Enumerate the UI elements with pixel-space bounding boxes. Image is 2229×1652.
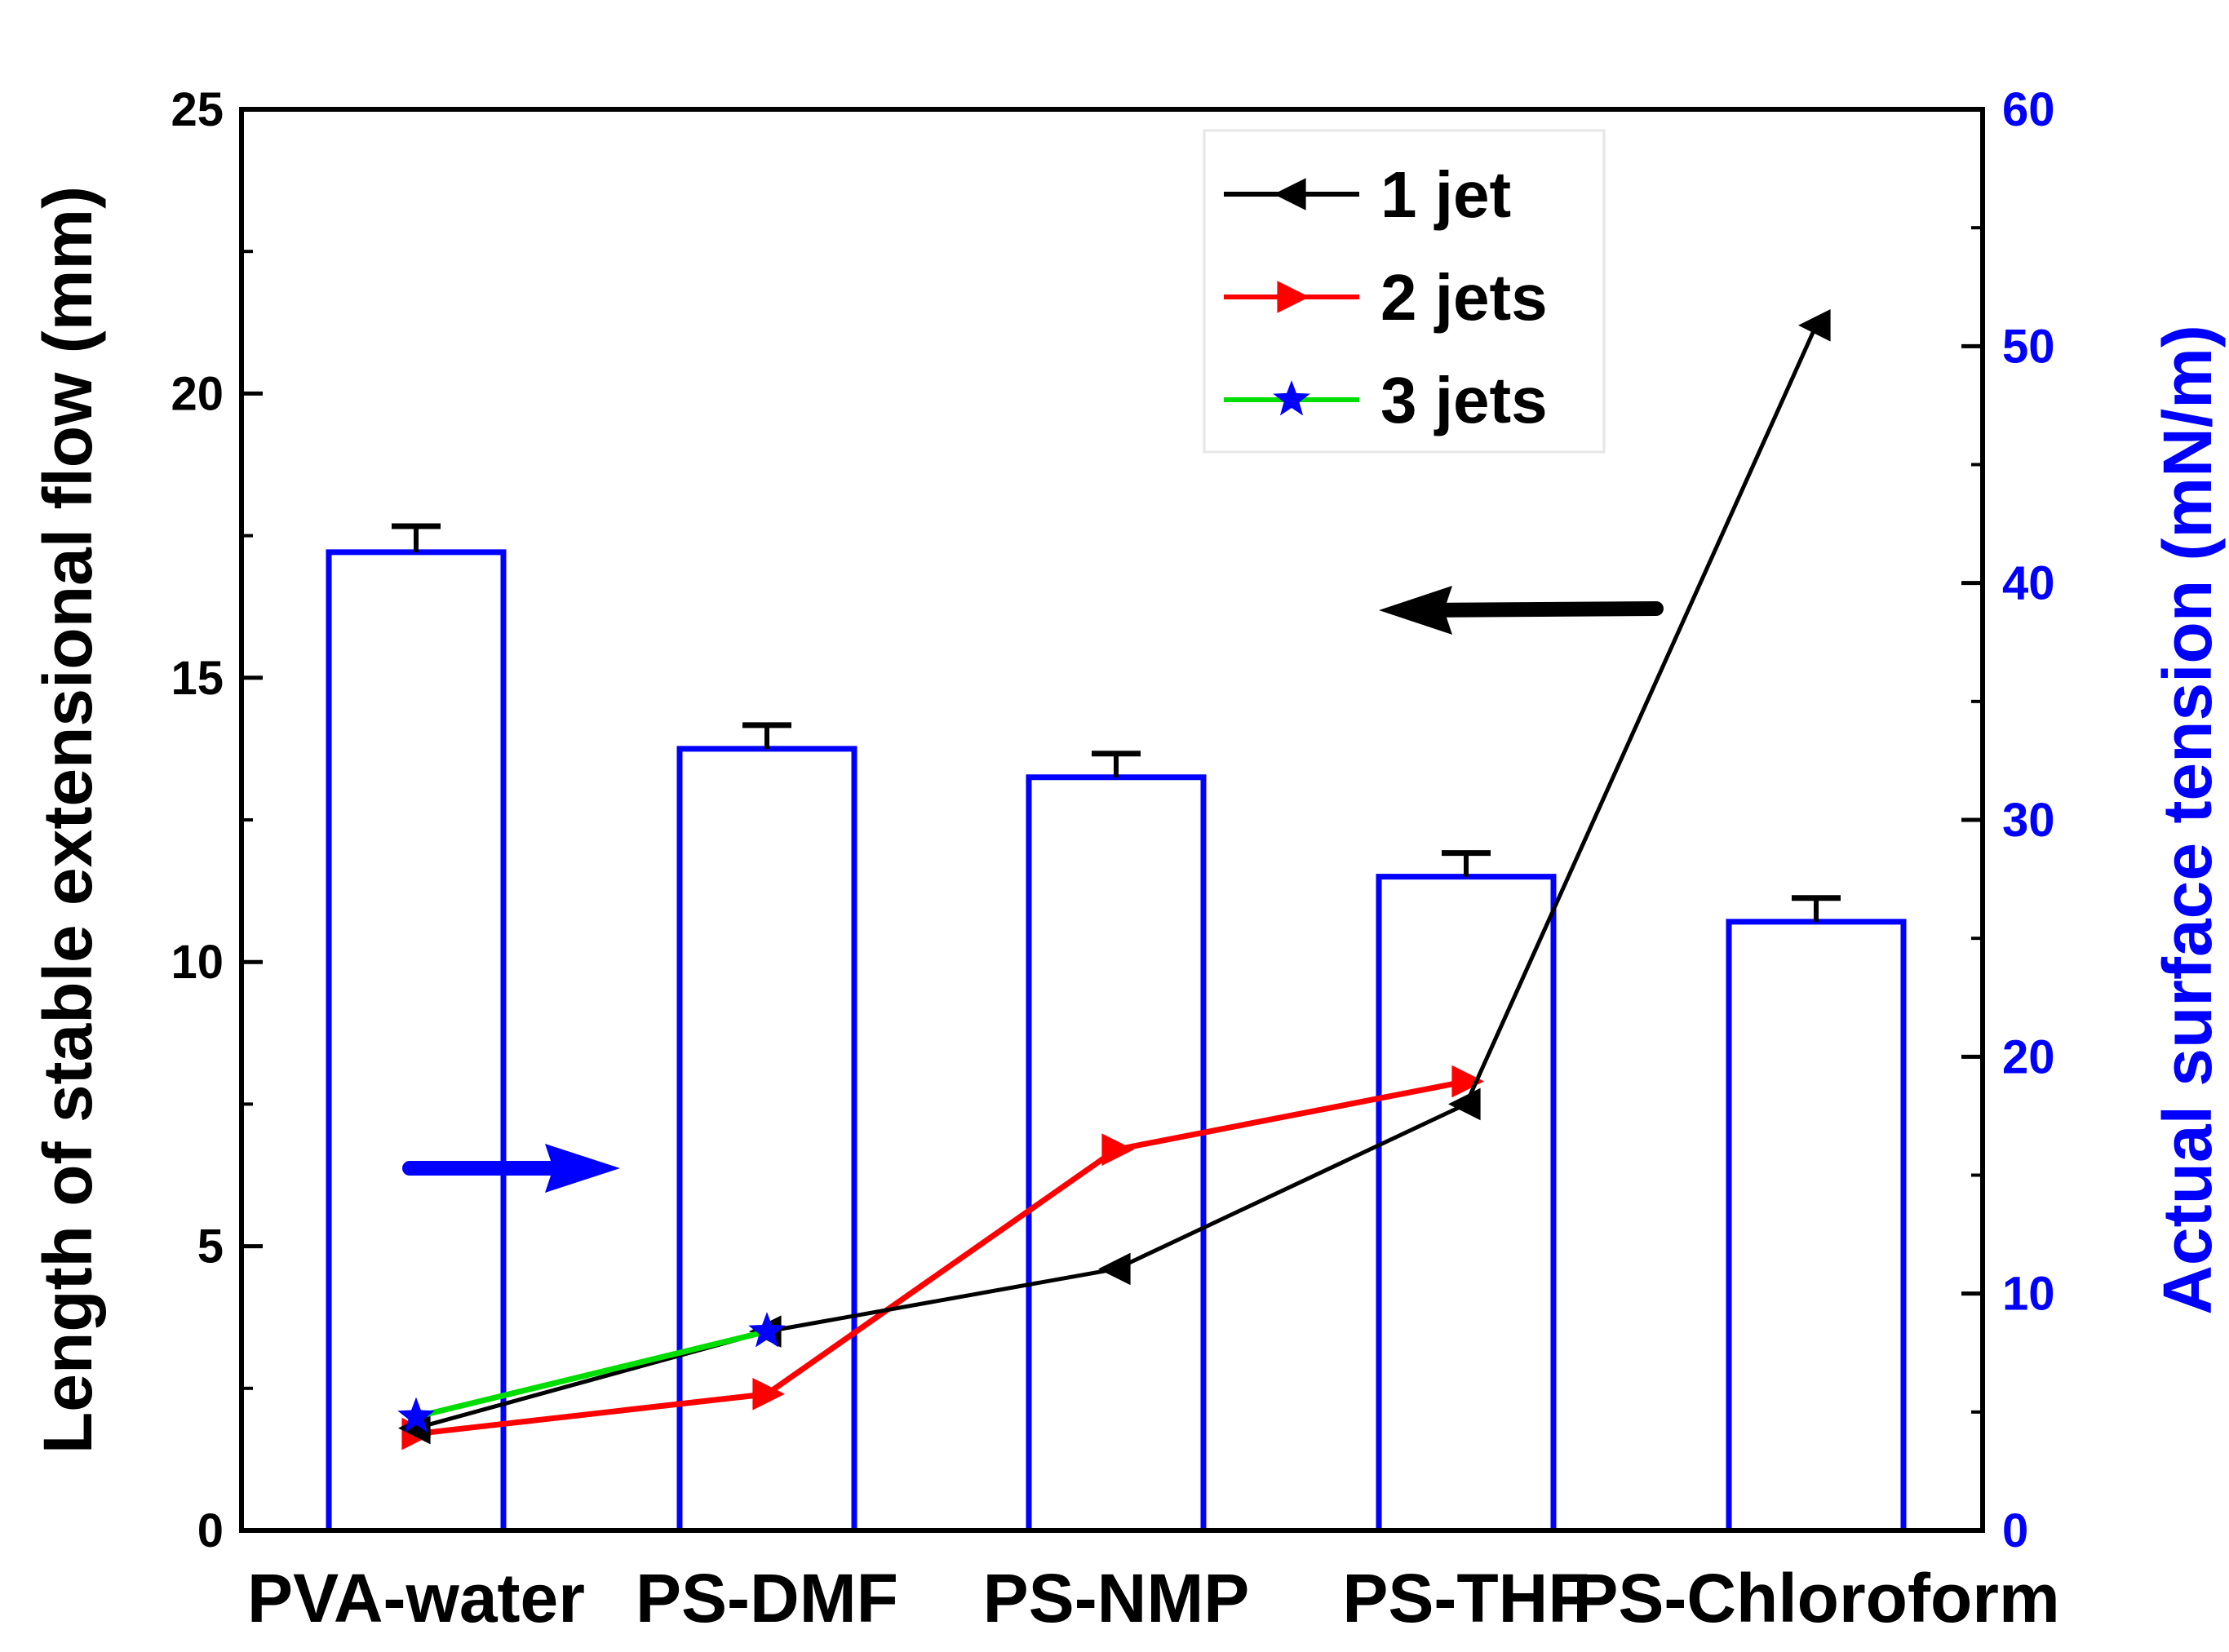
right-axis: 0 10 20 30 40 50 60	[1961, 83, 2055, 1557]
series-line-2-jets	[415, 1078, 1467, 1437]
bars-layer	[326, 523, 1907, 1530]
right-tick-label: 60	[2002, 83, 2055, 136]
left-tick-label: 10	[171, 936, 224, 989]
legend-label-2-jets: 2 jets	[1380, 261, 1548, 334]
left-axis: 0 5 10 15 20 25	[171, 83, 263, 1557]
legend-label-3-jets: 3 jets	[1380, 364, 1548, 436]
left-tick-label: 0	[197, 1504, 224, 1557]
category-label-PVA-water: PVA-water	[247, 1560, 585, 1636]
category-label-PS-NMP: PS-NMP	[983, 1560, 1250, 1636]
series-layer	[397, 308, 1831, 1450]
marker-2-jets-2	[1101, 1133, 1134, 1166]
right-tick-label: 40	[2002, 557, 2055, 610]
right-tick-label: 30	[2002, 794, 2055, 847]
right-axis-title: Actual surface tension (mN/m)	[2149, 325, 2226, 1315]
series-line-3-jets	[415, 1328, 768, 1420]
marker-1-jet-3	[1448, 1087, 1481, 1121]
right-tick-label: 20	[2002, 1030, 2055, 1083]
bar-PS-THF	[1376, 874, 1557, 1530]
right-tick-label: 0	[2002, 1504, 2028, 1557]
category-label-PS-THF: PS-THF	[1342, 1560, 1589, 1636]
left-axis-title: Length of stable extensional flow (mm)	[29, 186, 106, 1454]
category-label-PS-Chloroform: PS-Chloroform	[1572, 1560, 2059, 1636]
marker-3-jets-0	[397, 1397, 435, 1433]
marker-3-jets-1	[748, 1312, 786, 1348]
annotation-arrow-right	[402, 1144, 620, 1193]
left-tick-label: 15	[171, 652, 224, 705]
legend: 1 jet 2 jets 3 jets	[1203, 129, 1606, 454]
category-label-PS-DMF: PS-DMF	[636, 1560, 898, 1636]
left-tick-label: 25	[171, 83, 224, 136]
marker-1-jet-4	[1798, 308, 1831, 342]
legend-marker-1-jet	[1274, 178, 1306, 210]
right-tick-label: 10	[2002, 1268, 2055, 1321]
annotation-arrow-left	[1379, 586, 1664, 635]
bar-PS-DMF	[676, 746, 857, 1530]
bar-PS-Chloroform	[1726, 919, 1907, 1530]
left-tick-label: 20	[171, 367, 224, 420]
legend-marker-2-jets	[1277, 281, 1309, 313]
marker-2-jets-1	[752, 1377, 785, 1411]
legend-marker-3-jets	[1273, 380, 1310, 416]
marker-2-jets-3	[1451, 1065, 1484, 1098]
left-tick-label: 5	[197, 1220, 224, 1273]
marker-1-jet-2	[1098, 1252, 1131, 1286]
right-tick-label: 50	[2002, 320, 2055, 373]
legend-label-1-jet: 1 jet	[1380, 158, 1511, 231]
bar-PVA-water	[326, 549, 507, 1530]
